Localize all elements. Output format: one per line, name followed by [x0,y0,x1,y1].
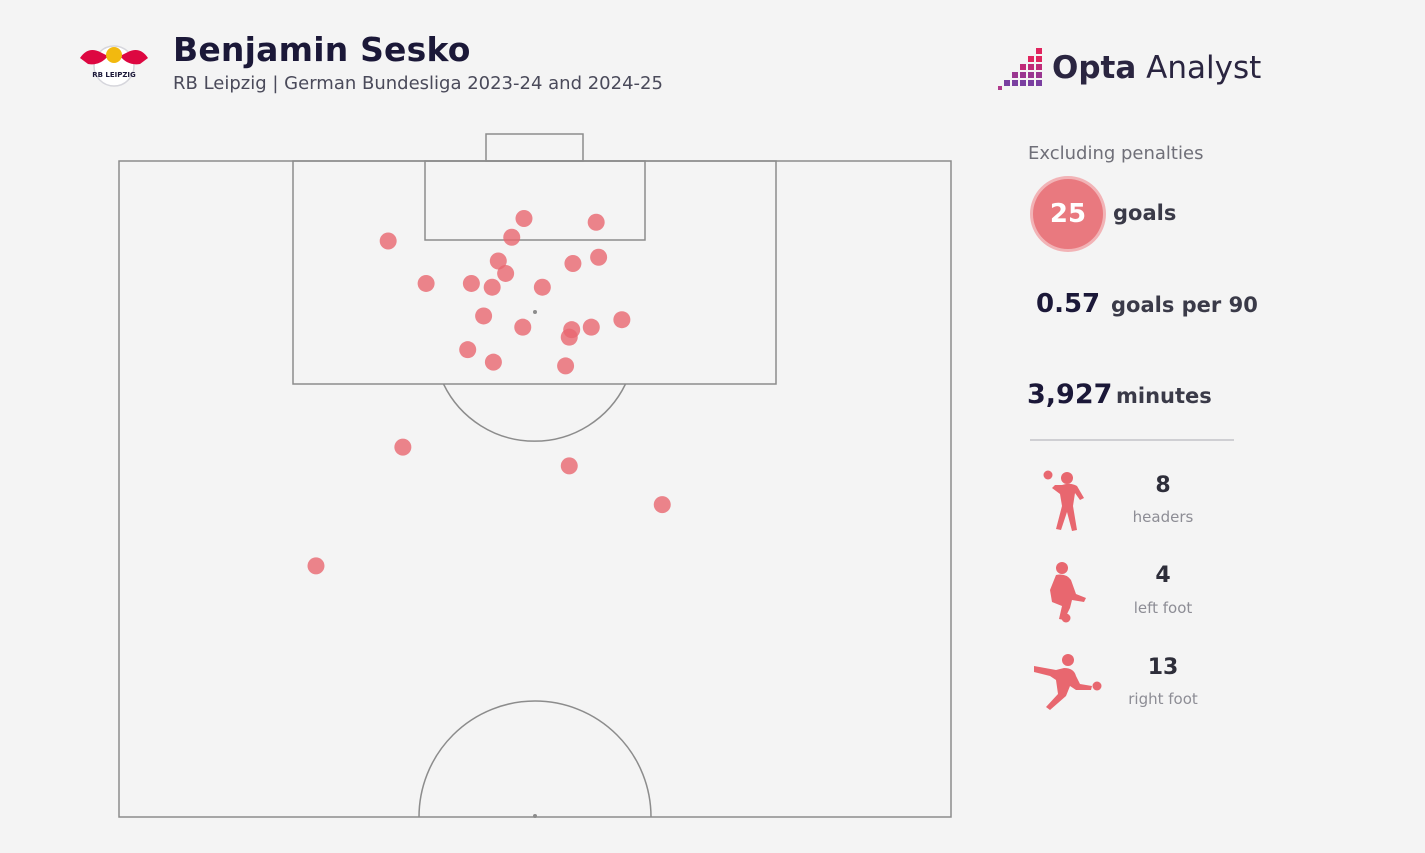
brand-name-rest: Analyst [1136,50,1262,86]
shot-points [307,209,671,575]
shot-point-7 [489,252,507,270]
stats-divider [1030,439,1234,441]
shot-point-16 [582,318,600,336]
penalty-arc [442,383,627,442]
shot-point-23 [560,457,578,475]
svg-text:RB LEIPZIG: RB LEIPZIG [92,71,136,79]
shot-point-10 [462,274,480,292]
penalty-spot [533,310,537,314]
brand-name-bold: Opta [1052,50,1137,86]
shot-point-18 [560,328,578,346]
shot-point-1 [379,232,397,250]
page-subtitle: RB Leipzig | German Bundesliga 2023-24 a… [173,73,663,94]
shot-point-17 [613,311,631,329]
shot-point-20 [484,353,502,371]
right-foot-player-icon [1034,654,1102,710]
minutes-label: minutes [1116,384,1212,408]
opta-bars-icon [998,48,1042,90]
shot-map-pitch [118,133,952,818]
shot-point-25 [307,557,325,575]
shot-point-21 [557,357,575,375]
goals-per-90-value: 0.57 [1036,289,1101,319]
shot-point-2 [515,209,533,227]
shot-point-12 [533,278,551,296]
left-foot-value: 4 [1155,563,1171,588]
left-foot-player-icon [1050,562,1086,623]
shot-point-13 [475,307,493,325]
centre-circle [418,700,652,818]
pitch-lines [118,133,952,818]
pitch-outline [118,160,952,818]
shot-point-8 [497,264,515,282]
shot-point-22 [394,438,412,456]
shot-point-19 [459,341,477,359]
shot-point-5 [564,254,582,272]
header-player-icon [1043,470,1084,531]
right-foot-value: 13 [1147,655,1179,680]
excluding-penalties-note: Excluding penalties [1028,143,1204,164]
headers-value: 8 [1155,473,1171,498]
goals-badge: 25 [1033,179,1103,249]
shot-point-6 [590,248,608,266]
right-foot-label: right foot [1128,690,1198,708]
shot-point-24 [653,496,671,514]
page-title: Benjamin Sesko [173,30,471,69]
shot-point-11 [483,278,501,296]
goals-label: goals [1113,201,1177,225]
six-yard-box [424,160,646,241]
left-foot-label: left foot [1133,599,1193,617]
opta-analyst-logo: Opta Analyst [996,46,1261,96]
shot-point-14 [514,318,532,336]
goal [485,133,584,162]
shot-point-4 [503,228,521,246]
goals-per-90-label: goals per 90 [1111,293,1258,317]
penalty-area [292,160,777,385]
shot-point-3 [587,213,605,231]
centre-spot [533,814,537,818]
minutes-value: 3,927 [1027,379,1113,410]
shot-point-9 [417,274,435,292]
rb-leipzig-logo: RB LEIPZIG [80,45,148,87]
headers-label: headers [1132,508,1194,526]
